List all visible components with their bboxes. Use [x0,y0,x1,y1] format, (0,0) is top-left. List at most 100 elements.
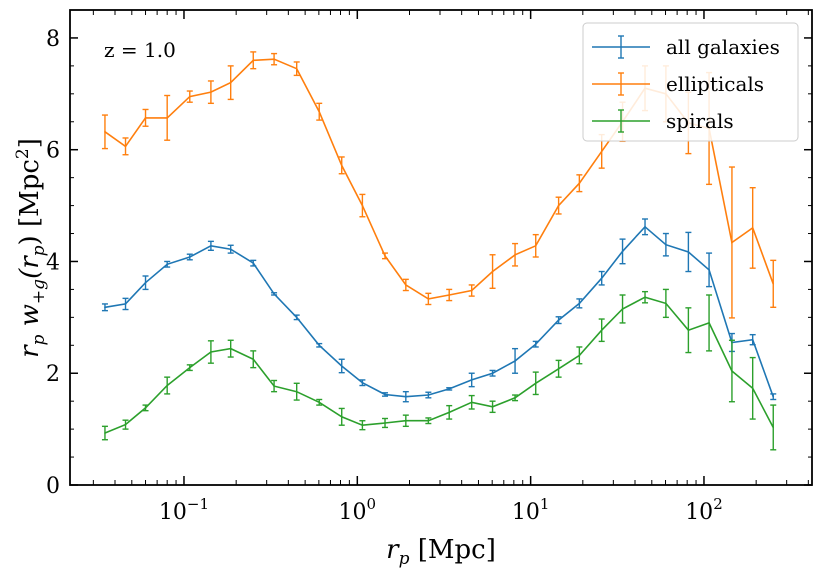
x-tick-label: 102 [685,495,723,525]
data-point [104,131,106,133]
data-point [361,424,364,427]
data-point [405,395,407,398]
data-point [229,81,232,84]
data-point [405,419,407,422]
y-tick-label: 2 [46,362,60,387]
data-point [751,387,754,390]
data-point [229,248,232,250]
data-point [405,284,407,286]
data-point [384,393,386,396]
data-point [273,385,275,387]
data-point [229,347,232,350]
data-point [578,182,581,185]
data-point [751,227,754,229]
data-point [252,59,255,62]
y-tick-label: 4 [46,250,60,275]
axes-layer [69,9,813,486]
data-point [318,110,321,113]
data-point [557,204,560,207]
x-tick-label: 10−1 [159,495,209,525]
series-line [104,225,774,398]
data-point [210,91,212,93]
data-point [751,338,754,341]
data-point [470,401,473,404]
data-point [470,289,473,292]
y-tick-label: 8 [46,27,60,52]
data-point [318,401,321,404]
data-point [124,145,127,148]
data-point [295,316,298,319]
data-point [295,67,298,70]
data-point [384,255,386,257]
data-point [166,263,168,266]
data-point [361,204,364,207]
data-point [104,432,106,434]
data-point [621,250,624,253]
data-point [491,270,494,273]
data-point [772,395,775,398]
data-point [514,360,516,362]
data-point [427,419,430,422]
data-point [514,253,516,256]
data-point [491,372,494,375]
data-point [644,296,646,299]
data-point [188,256,191,258]
data-point [188,366,191,369]
x-tick-label: 101 [512,495,550,525]
data-point [621,308,624,310]
legend-label: ellipticals [666,72,764,96]
data-point [144,117,147,119]
y-axis-label: rp w+g(rp) [Mpc2] [13,138,49,358]
data-point [384,422,386,424]
data-point [252,262,255,264]
data-point [448,388,451,390]
data-point [557,367,560,370]
data-point [491,405,494,408]
legend-label: all galaxies [666,35,780,59]
data-point [318,344,321,347]
data-point [166,117,168,119]
data-point [252,358,255,361]
data-point [470,379,473,381]
data-point [534,245,537,247]
series-line [104,296,774,434]
data-point [448,294,451,296]
data-point [210,351,212,353]
data-point [340,164,343,167]
x-tick-label: 100 [339,495,377,525]
data-point [166,384,168,387]
data-point [557,319,560,321]
data-point [600,150,603,153]
data-point [578,302,581,305]
data-point [772,426,775,429]
data-point [448,411,451,414]
legend-box [582,22,799,142]
redshift-annotation: z = 1.0 [104,38,176,62]
data-point [514,397,516,399]
data-point [340,365,343,367]
legend: all galaxies ellipticals spirals [582,22,799,142]
data-point [687,329,690,332]
series-spirals [101,288,777,451]
ticks-layer: 0 2 4 6 8 10−1 100 101 102 [46,10,812,525]
y-tick-label: 6 [46,139,60,164]
data-point [578,354,581,357]
data-point [295,390,298,393]
data-point [210,245,212,247]
data-point [600,329,603,332]
data-point [772,283,775,285]
data-point [731,241,733,244]
data-point [188,95,191,98]
data-point [644,226,646,228]
data-point [124,303,127,305]
data-point [340,416,343,418]
data-point [273,58,275,60]
data-point [273,293,275,295]
data-point [600,277,603,280]
data-point [124,423,127,426]
data-point [144,407,147,409]
plot-frame [69,9,813,486]
data-point [731,370,733,372]
data-point [708,269,710,271]
